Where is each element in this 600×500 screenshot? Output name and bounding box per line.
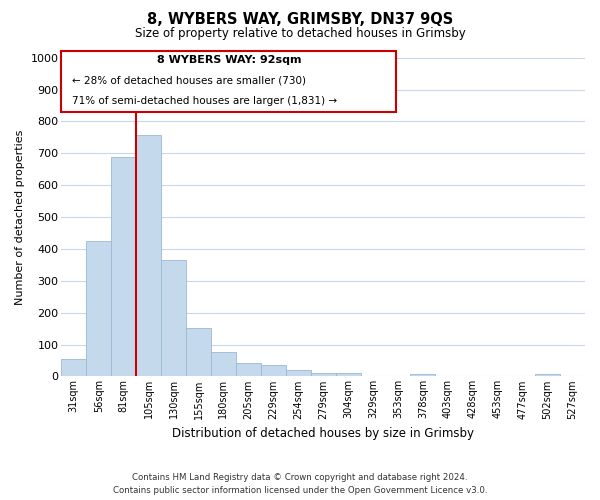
Bar [86,241,111,376]
X-axis label: Distribution of detached houses by size in Grimsby: Distribution of detached houses by size … [172,427,474,440]
Text: 71% of semi-detached houses are larger (1,831) →: 71% of semi-detached houses are larger (… [72,96,337,106]
Bar [211,352,236,376]
Text: Size of property relative to detached houses in Grimsby: Size of property relative to detached ho… [134,28,466,40]
Bar [136,135,161,376]
FancyBboxPatch shape [61,52,397,112]
Bar [61,360,86,376]
Bar [111,157,136,376]
Text: ← 28% of detached houses are smaller (730): ← 28% of detached houses are smaller (73… [72,76,306,86]
Bar [236,363,261,376]
Y-axis label: Number of detached properties: Number of detached properties [15,130,25,304]
Bar [535,374,560,376]
Text: Contains HM Land Registry data © Crown copyright and database right 2024.
Contai: Contains HM Land Registry data © Crown c… [113,473,487,495]
Bar [261,365,286,376]
Bar [410,374,436,376]
Text: 8, WYBERS WAY, GRIMSBY, DN37 9QS: 8, WYBERS WAY, GRIMSBY, DN37 9QS [147,12,453,28]
Bar [186,328,211,376]
Bar [286,370,311,376]
Text: 8 WYBERS WAY: 92sqm: 8 WYBERS WAY: 92sqm [157,54,301,64]
Bar [335,373,361,376]
Bar [161,260,186,376]
Bar [311,372,335,376]
